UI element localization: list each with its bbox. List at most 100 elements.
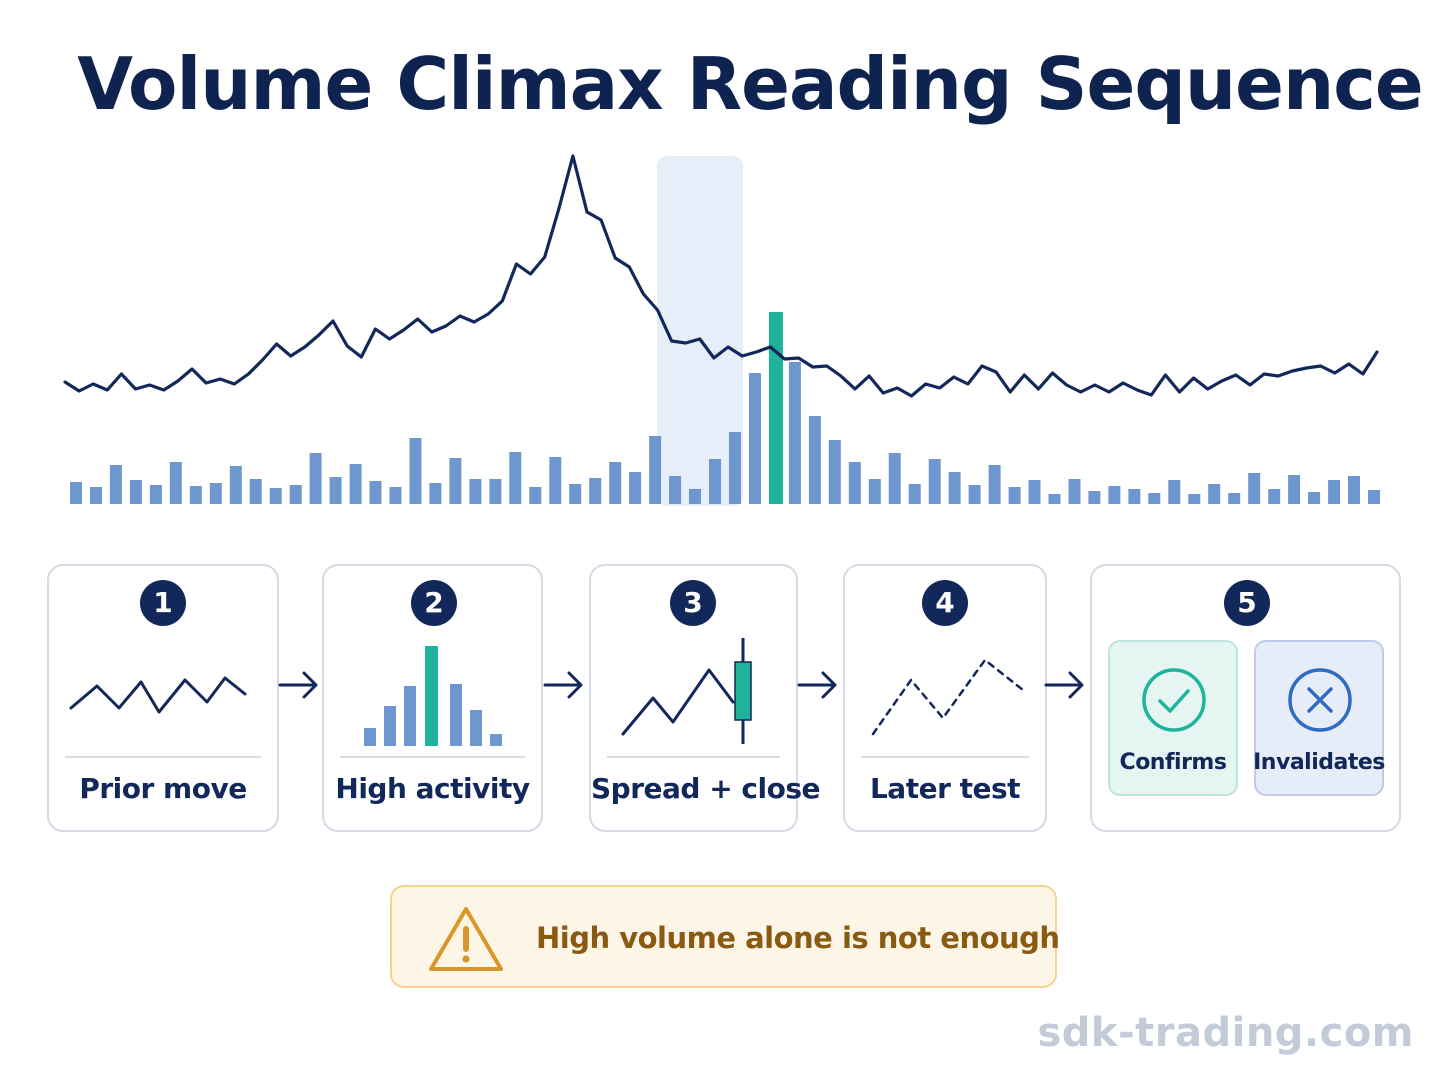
volume-bar: [189, 486, 202, 504]
volume-bar: [169, 462, 182, 504]
volume-bar: [469, 479, 482, 504]
volume-bar: [349, 464, 362, 504]
volume-bar: [1048, 494, 1061, 504]
volume-bar: [749, 373, 761, 504]
step-divider: [65, 756, 261, 758]
step-label-spread-close: Spread + close: [591, 772, 821, 805]
volume-bar: [90, 487, 102, 504]
volume-bar: [249, 479, 262, 504]
volume-bar: [888, 453, 901, 504]
volume-bar: [1188, 494, 1201, 504]
volume-bar: [569, 484, 582, 504]
step-label-prior-move: Prior move: [79, 772, 247, 805]
volume-bar: [808, 416, 821, 504]
step-badge-5: 5: [1224, 580, 1270, 626]
volume-bar: [709, 459, 721, 504]
arrow-right-icon: [1044, 671, 1084, 699]
volume-bar: [1268, 489, 1281, 504]
volume-bar: [529, 487, 542, 504]
volume-bar: [229, 466, 242, 504]
step-divider: [607, 756, 780, 758]
volume-bar: [1288, 475, 1301, 504]
page-title: Volume Climax Reading Sequence: [77, 42, 1423, 126]
volume-bar: [1348, 476, 1360, 504]
step-label-high-activity: High activity: [335, 772, 530, 805]
volume-bar: [988, 465, 1001, 504]
step-badge-3: 3: [670, 580, 716, 626]
volume-bar: [70, 482, 82, 504]
volume-bar: [788, 362, 801, 504]
volume-bar: [968, 485, 981, 504]
volume-bar: [389, 487, 402, 504]
arrow-right-icon: [543, 671, 583, 699]
volume-bar: [689, 489, 701, 504]
volume-bar: [1108, 486, 1121, 504]
step-card-prior-move: 1 Prior move: [47, 564, 279, 832]
step-divider: [861, 756, 1029, 758]
volume-bar: [1248, 473, 1261, 504]
volume-bar: [209, 483, 222, 504]
volume-bar: [269, 488, 282, 504]
dashed-retest-icon: [871, 658, 1025, 736]
volume-bar: [1228, 493, 1241, 504]
warning-banner: High volume alone is not enough: [390, 885, 1060, 988]
volume-bar: [289, 485, 302, 504]
volume-bar: [149, 485, 162, 504]
volume-bar: [409, 438, 422, 504]
volume-bar: [908, 484, 921, 504]
step-card-outcome: 5 Confirms Invalidates: [1090, 564, 1401, 832]
volume-bar: [848, 462, 861, 504]
volume-bar: [549, 457, 562, 504]
candlestick-icon: [621, 638, 752, 744]
volume-bar: [429, 483, 442, 504]
volume-bar: [868, 479, 881, 504]
step-badge-1: 1: [140, 580, 186, 626]
arrow-right-icon: [278, 671, 318, 699]
volume-bar: [309, 453, 322, 504]
volume-bar: [449, 458, 462, 504]
price-line: [63, 154, 1379, 398]
volume-bar: [1088, 491, 1101, 504]
volume-bar: [828, 440, 841, 504]
volume-bar: [329, 477, 342, 504]
volume-bar: [1128, 489, 1141, 504]
outcome-label-confirms: Confirms: [1119, 750, 1227, 775]
step-card-high-activity: 2 High activity: [322, 564, 543, 832]
zigzag-icon: [69, 676, 247, 714]
check-circle-icon: [1142, 668, 1206, 732]
step-card-later-test: 4 Later test: [843, 564, 1047, 832]
volume-bar: [1028, 480, 1041, 504]
volume-bar: [609, 462, 622, 504]
volume-bar: [1368, 490, 1380, 504]
volume-bar: [129, 480, 142, 504]
volume-bar: [589, 478, 602, 504]
climax-volume-bar: [768, 312, 783, 504]
volume-bar: [1008, 487, 1021, 504]
volume-bar: [948, 472, 961, 504]
volume-bar: [509, 452, 522, 504]
step-divider: [340, 756, 525, 758]
volume-bar: [109, 465, 122, 504]
volume-bar: [729, 432, 741, 504]
volume-price-chart: [63, 154, 1380, 506]
volume-bar: [489, 479, 502, 504]
watermark: sdk-trading.com: [1037, 1010, 1414, 1056]
volume-bar: [1308, 492, 1321, 504]
step-badge-2: 2: [411, 580, 457, 626]
volume-bar: [1168, 480, 1181, 504]
volume-bar: [669, 476, 682, 504]
volume-bar: [1068, 479, 1081, 504]
step-label-later-test: Later test: [869, 772, 1021, 805]
outcome-invalidates: Invalidates: [1253, 640, 1385, 796]
volume-bar: [649, 436, 662, 504]
climax-highlight-zone: [657, 156, 743, 506]
warning-text: High volume alone is not enough: [536, 921, 1060, 955]
arrow-right-icon: [797, 671, 837, 699]
volume-bar: [1208, 484, 1221, 504]
volume-bar: [369, 481, 382, 504]
volume-bar: [1148, 493, 1161, 504]
volume-bar: [629, 472, 642, 504]
step-badge-4: 4: [922, 580, 968, 626]
warning-triangle-icon: [429, 907, 503, 971]
x-circle-icon: [1288, 668, 1352, 732]
